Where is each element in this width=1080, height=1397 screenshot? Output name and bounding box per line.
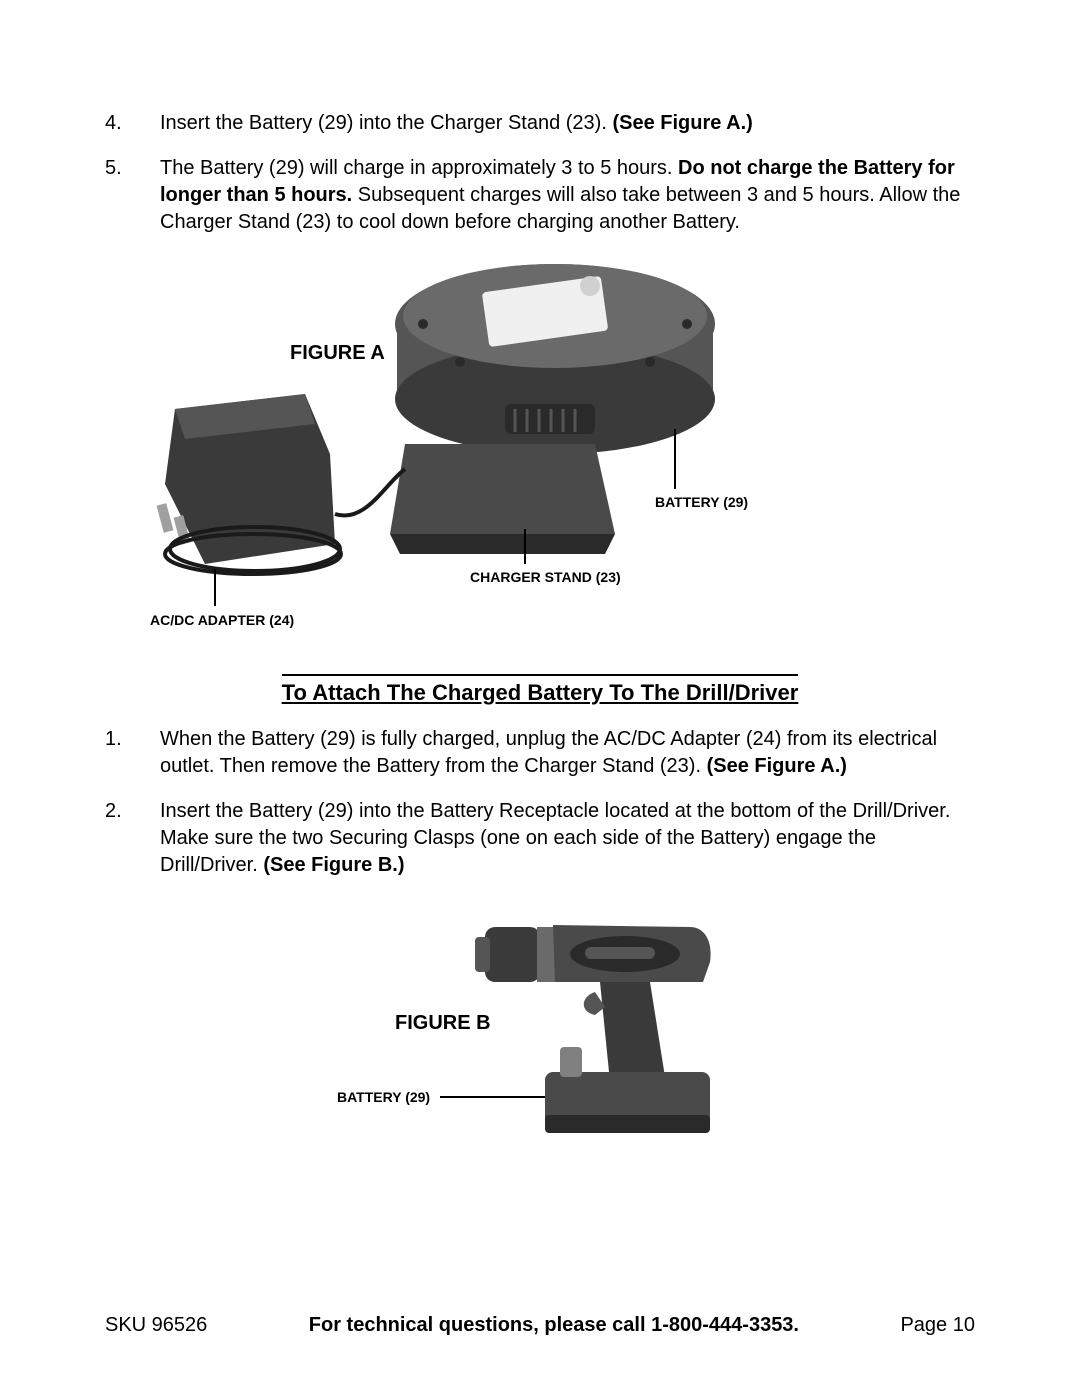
figure-b: FIGURE B BATTERY (29): [105, 897, 975, 1157]
figure-a-charger-label: CHARGER STAND (23): [470, 569, 621, 585]
footer-sku: SKU 96526: [105, 1314, 207, 1337]
figure-a-battery-label: BATTERY (29): [655, 494, 748, 510]
manual-page: 4. Insert the Battery (29) into the Char…: [0, 0, 1080, 1397]
instruction-text: The Battery (29) will charge in approxim…: [160, 155, 975, 236]
instruction-num: 4.: [105, 110, 160, 137]
instruction-num: 2.: [105, 798, 160, 879]
instruction-b2: 2. Insert the Battery (29) into the Batt…: [105, 798, 975, 879]
page-footer: SKU 96526 For technical questions, pleas…: [105, 1314, 975, 1337]
figure-b-battery-label: BATTERY (29): [337, 1089, 430, 1105]
figure-a: FIGURE A: [105, 254, 975, 664]
instruction-5: 5. The Battery (29) will charge in appro…: [105, 155, 975, 236]
figure-b-illustration: [105, 897, 975, 1157]
instruction-num: 1.: [105, 726, 160, 780]
instruction-text: Insert the Battery (29) into the Charger…: [160, 110, 975, 137]
figure-b-title: FIGURE B: [395, 1012, 491, 1035]
instruction-b1: 1. When the Battery (29) is fully charge…: [105, 726, 975, 780]
instruction-text: Insert the Battery (29) into the Battery…: [160, 798, 975, 879]
footer-page: Page 10: [900, 1314, 975, 1337]
figure-a-illustration: [105, 254, 975, 654]
instruction-num: 5.: [105, 155, 160, 236]
section-title-wrap: To Attach The Charged Battery To The Dri…: [105, 674, 975, 706]
instruction-4: 4. Insert the Battery (29) into the Char…: [105, 110, 975, 137]
section-title: To Attach The Charged Battery To The Dri…: [282, 674, 799, 706]
figure-a-adapter-label: AC/DC ADAPTER (24): [150, 612, 294, 628]
footer-support: For technical questions, please call 1-8…: [309, 1314, 799, 1337]
instruction-text: When the Battery (29) is fully charged, …: [160, 726, 975, 780]
